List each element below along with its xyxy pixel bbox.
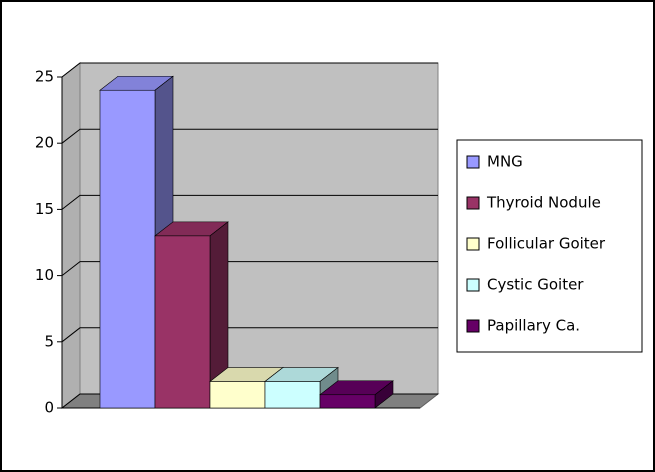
- legend-label: Cystic Goiter: [487, 276, 584, 294]
- legend-label: Papillary Ca.: [487, 317, 580, 335]
- legend-label: Thyroid Nodule: [486, 194, 601, 212]
- grid-line: [61, 327, 438, 343]
- legend-swatch: [466, 319, 480, 333]
- y-tick-label: 20: [35, 134, 54, 152]
- bar: [319, 394, 376, 409]
- legend-label: MNG: [487, 153, 523, 171]
- y-tick-label: 10: [35, 266, 54, 284]
- bar: [264, 381, 321, 409]
- legend-swatch: [466, 278, 480, 292]
- grid-line: [61, 128, 438, 144]
- bar: [99, 89, 156, 409]
- grid-line: [61, 194, 438, 210]
- legend-label: Follicular Goiter: [487, 235, 606, 253]
- bar: [154, 235, 211, 409]
- grid-line: [61, 62, 438, 78]
- bar: [209, 381, 266, 409]
- legend-swatch: [466, 237, 480, 251]
- y-tick-label: 15: [35, 200, 54, 218]
- legend-swatch: [466, 196, 480, 210]
- y-tick-label: 5: [44, 332, 54, 350]
- side-wall: [61, 61, 81, 410]
- legend-box: [456, 139, 643, 353]
- y-tick-label: 25: [35, 68, 54, 86]
- grid-line: [61, 261, 438, 276]
- legend-swatch: [466, 155, 480, 169]
- y-tick-label: 0: [44, 399, 54, 417]
